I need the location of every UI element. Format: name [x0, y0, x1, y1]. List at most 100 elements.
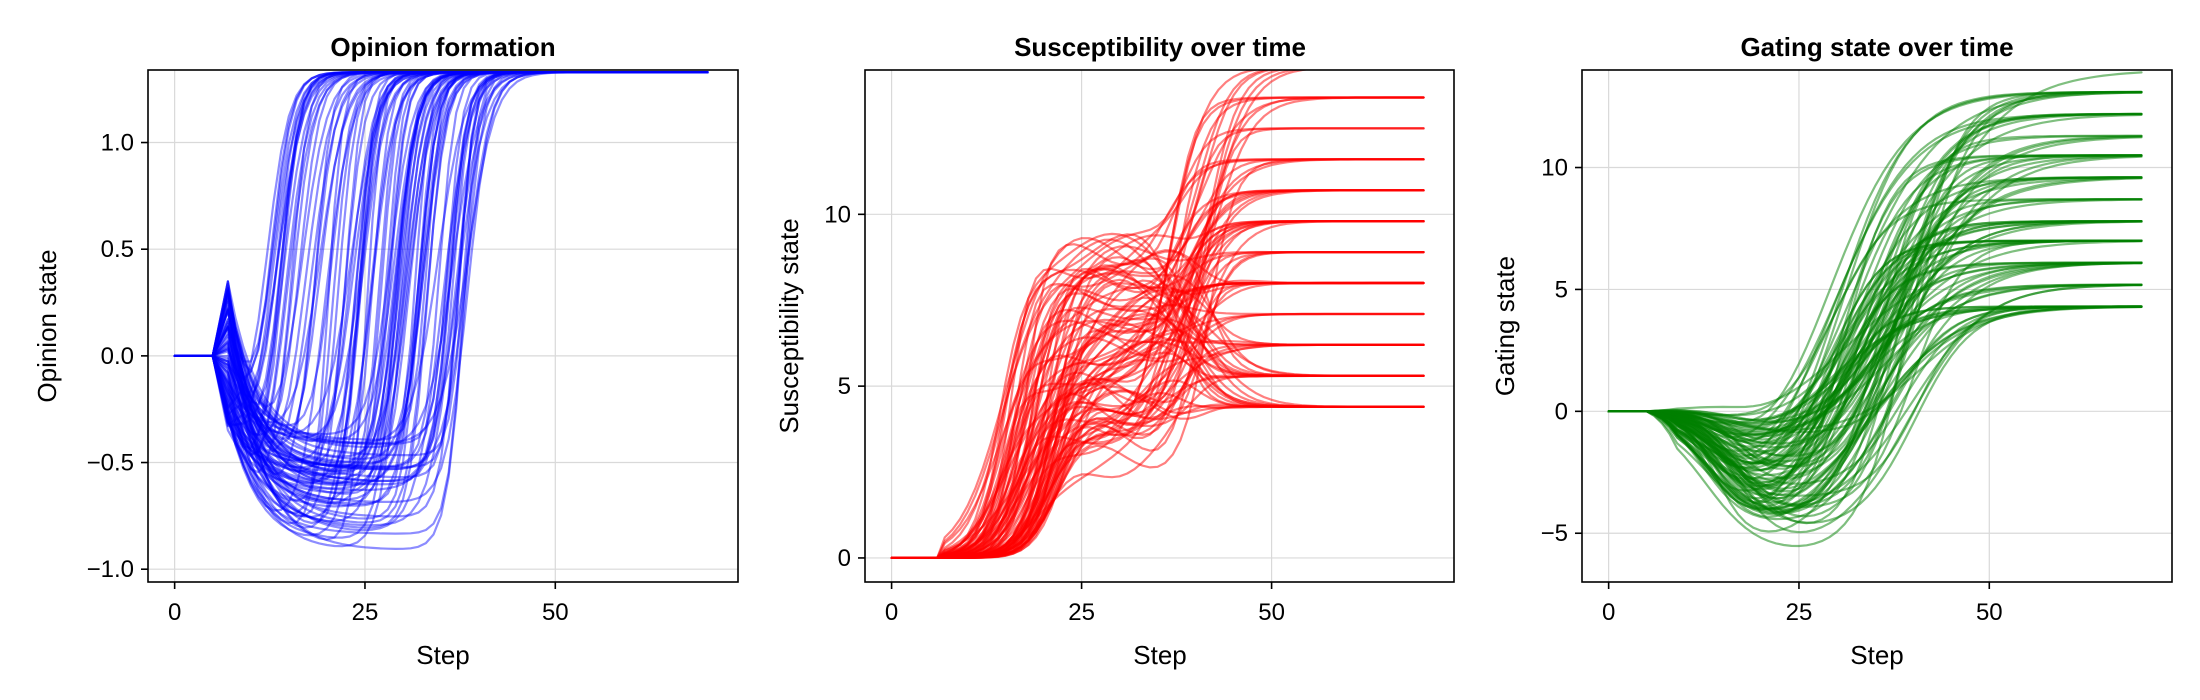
x-tick-label: 0 — [1602, 599, 1615, 626]
series-line — [173, 71, 709, 444]
series-line — [173, 71, 709, 443]
series-line — [173, 71, 709, 525]
x-tick-label: 0 — [168, 599, 181, 626]
series-line — [173, 71, 709, 426]
series-line — [173, 71, 709, 445]
series-line — [173, 71, 709, 475]
series-line — [173, 71, 709, 435]
chart-susceptibility-over-time: Susceptibility over time Step Susceptibi… — [774, 32, 1455, 670]
series-line — [173, 71, 709, 469]
series-line — [173, 71, 709, 485]
series-line — [1607, 154, 2143, 465]
series-line — [173, 71, 709, 486]
series-line — [173, 71, 709, 487]
x-tick-label: 50 — [542, 599, 569, 626]
series-line — [1607, 284, 2143, 510]
series-line — [173, 71, 709, 477]
series-line — [173, 71, 709, 548]
series-line — [173, 71, 709, 476]
series-line — [173, 71, 709, 456]
series-line — [173, 71, 709, 464]
series-line — [1607, 305, 2143, 426]
series-line — [173, 71, 709, 441]
x-axis-label: Step — [1133, 640, 1187, 670]
series-line — [173, 71, 709, 532]
series-line — [173, 71, 709, 363]
series-line — [173, 71, 709, 453]
series-line — [173, 71, 709, 436]
series-line — [173, 71, 709, 449]
series-line — [173, 71, 709, 469]
series-group — [1607, 71, 2143, 548]
series-line — [173, 71, 709, 501]
y-tick-label: 0 — [838, 545, 851, 572]
series-line — [173, 71, 709, 409]
series-line — [173, 71, 709, 439]
series-line — [173, 71, 709, 529]
y-tick-label: 5 — [838, 373, 851, 400]
chart-title: Gating state over time — [1740, 32, 2013, 62]
series-line — [173, 71, 709, 523]
series-line — [173, 71, 709, 458]
series-line — [173, 71, 709, 505]
series-line — [173, 71, 709, 535]
series-line — [173, 71, 709, 466]
series-line — [173, 71, 709, 457]
x-tick-label: 50 — [1258, 599, 1285, 626]
series-line — [173, 71, 709, 424]
series-line — [173, 71, 709, 427]
series-line — [173, 71, 709, 445]
series-line — [173, 71, 709, 494]
x-axis-label: Step — [416, 640, 470, 670]
series-line — [173, 71, 709, 485]
series-line — [173, 71, 709, 440]
series-line — [173, 71, 709, 441]
series-line — [1607, 176, 2143, 457]
series-line — [173, 71, 709, 520]
series-line — [173, 71, 709, 436]
series-line — [1607, 112, 2143, 457]
series-line — [173, 71, 709, 471]
series-line — [173, 71, 709, 485]
series-line — [173, 71, 709, 492]
chart-gating-state-over-time: Gating state over time Step Gating state… — [1490, 32, 2173, 670]
y-tick-label: −5 — [1541, 520, 1568, 547]
x-tick-label: 0 — [885, 599, 898, 626]
series-line — [173, 71, 709, 427]
series-line — [1607, 154, 2143, 518]
y-tick-label: −1.0 — [87, 556, 134, 583]
series-line — [173, 71, 709, 550]
series-line — [173, 71, 709, 446]
series-line — [173, 71, 709, 524]
series-line — [173, 71, 709, 444]
series-line — [173, 71, 709, 450]
series-line — [173, 71, 709, 472]
series-line — [173, 71, 709, 416]
y-tick-label: 10 — [1541, 155, 1568, 182]
series-line — [173, 71, 709, 468]
series-line — [173, 71, 709, 464]
series-line — [173, 71, 709, 503]
series-line — [173, 71, 709, 473]
series-line — [173, 71, 709, 373]
series-line — [890, 189, 1425, 559]
series-line — [173, 71, 709, 518]
plot-frame — [864, 69, 1455, 583]
series-line — [173, 71, 709, 428]
series-line — [173, 71, 709, 471]
series-line — [173, 71, 709, 525]
series-line — [173, 71, 709, 519]
chart-opinion-formation: Opinion formation Step Opinion state 0 25… — [32, 32, 739, 670]
series-group — [890, 70, 1425, 559]
series-line — [173, 71, 709, 398]
series-line — [173, 71, 709, 467]
series-line — [173, 71, 709, 502]
series-line — [1607, 91, 2143, 507]
y-tick-label: 0.0 — [101, 343, 134, 370]
x-tick-label: 25 — [352, 599, 379, 626]
series-line — [173, 71, 709, 479]
series-line — [890, 127, 1425, 559]
series-line — [173, 71, 709, 471]
series-line — [173, 71, 709, 437]
x-tick-label: 25 — [1786, 599, 1813, 626]
